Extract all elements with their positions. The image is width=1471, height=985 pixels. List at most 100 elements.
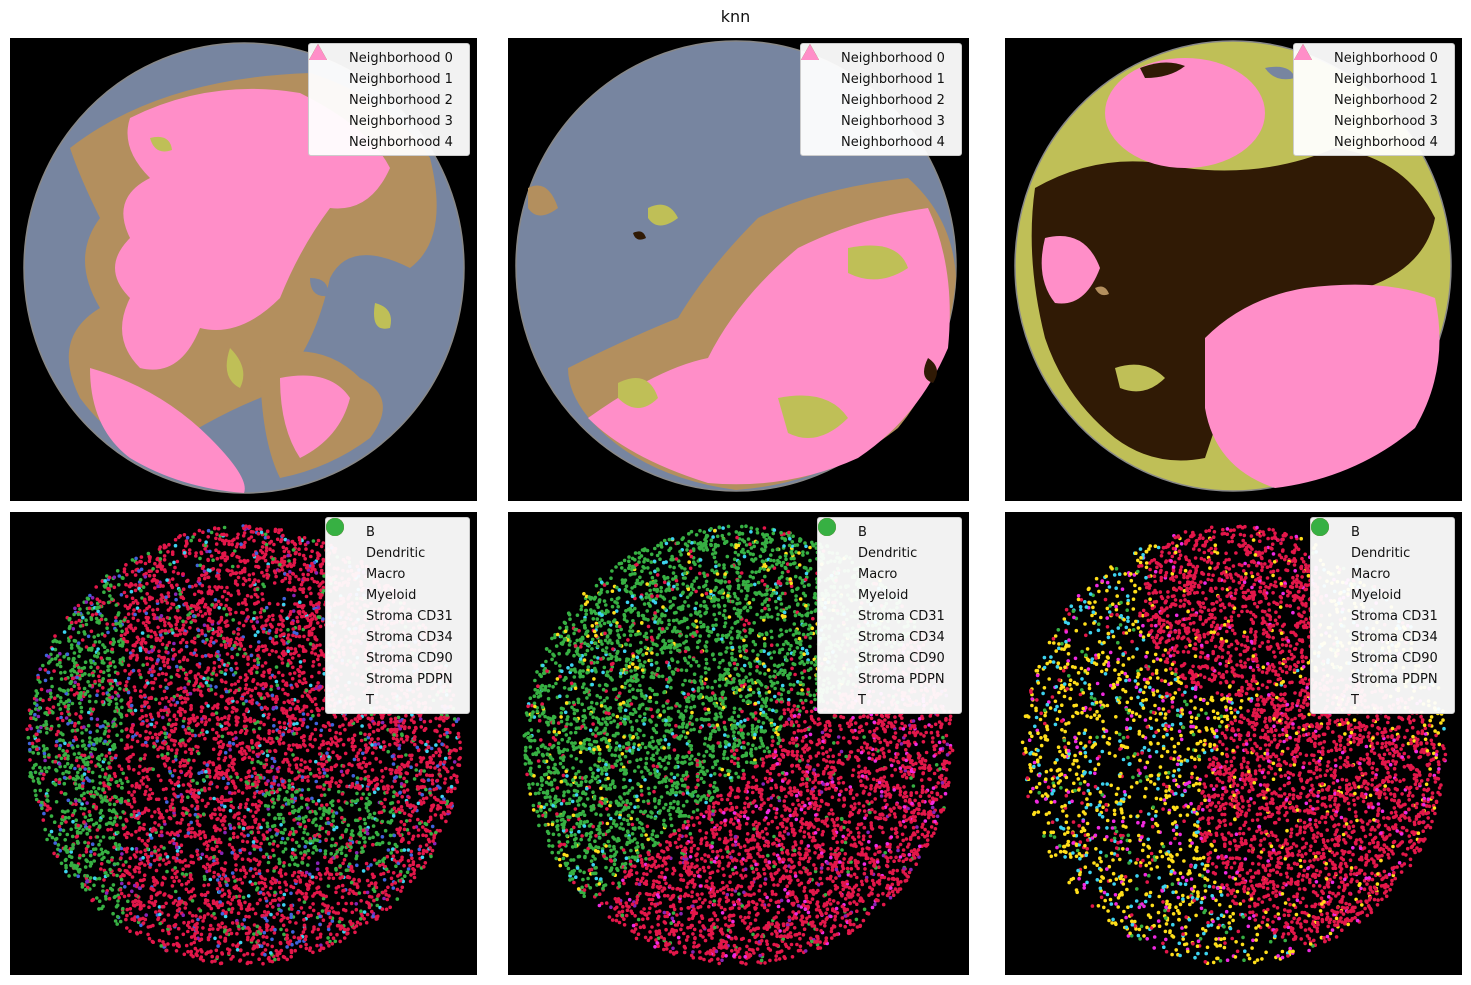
cell-point xyxy=(281,673,285,678)
cell-point xyxy=(126,690,131,695)
cell-point xyxy=(243,686,248,691)
cell-point xyxy=(58,651,62,656)
cell-point xyxy=(222,606,226,611)
cell-point xyxy=(76,776,81,780)
cell-point xyxy=(226,900,230,905)
cell-point xyxy=(92,742,96,747)
cell-point xyxy=(156,848,161,852)
cell-point xyxy=(187,548,192,552)
cell-point xyxy=(77,785,82,790)
cell-point xyxy=(304,839,308,844)
cell-point xyxy=(225,663,230,668)
cell-point xyxy=(299,793,304,798)
cell-point xyxy=(165,855,170,859)
cell-point xyxy=(168,606,173,610)
cell-point xyxy=(386,749,391,754)
cell-point xyxy=(96,633,100,638)
cell-point xyxy=(258,847,263,852)
cell-point xyxy=(211,862,215,867)
cell-point xyxy=(84,618,88,622)
cell-point xyxy=(186,949,190,954)
cell-point xyxy=(333,939,338,944)
cell-point xyxy=(97,842,101,847)
cell-point xyxy=(335,855,339,859)
cell-point xyxy=(137,569,141,573)
cell-point xyxy=(178,764,182,769)
cell-point xyxy=(359,909,363,913)
cell-point xyxy=(413,805,418,809)
cell-point xyxy=(247,902,252,907)
cell-point xyxy=(271,549,275,553)
cell-point xyxy=(271,557,275,561)
cell-point xyxy=(254,845,259,849)
cell-point xyxy=(263,535,268,540)
cell-point xyxy=(184,872,189,877)
cell-point xyxy=(90,596,95,600)
cell-point xyxy=(189,707,193,712)
cell-point xyxy=(357,879,362,883)
cell-point xyxy=(68,765,73,770)
cell-point xyxy=(80,784,85,788)
cell-point xyxy=(35,725,40,730)
cell-point xyxy=(122,894,127,899)
cell-point xyxy=(47,697,52,702)
cell-point xyxy=(294,840,299,845)
cell-point xyxy=(120,785,124,790)
cell-point xyxy=(132,685,137,689)
cell-point xyxy=(317,670,321,675)
cell-point xyxy=(310,875,315,879)
cell-point xyxy=(52,820,57,824)
triangle-marker-icon xyxy=(801,44,831,132)
cell-point xyxy=(400,885,405,890)
cell-point xyxy=(56,702,61,707)
cell-point xyxy=(59,861,64,866)
cell-point xyxy=(278,885,282,890)
cell-point xyxy=(383,744,387,749)
cell-point xyxy=(222,589,227,594)
cell-point xyxy=(272,853,276,858)
cell-point xyxy=(422,719,427,724)
cell-point xyxy=(157,714,161,718)
cell-point xyxy=(81,828,85,832)
cell-point xyxy=(318,932,323,937)
cell-point xyxy=(225,619,229,623)
cell-point xyxy=(145,662,150,666)
cell-point xyxy=(317,552,321,557)
cell-point xyxy=(58,764,62,769)
cell-point xyxy=(111,873,116,877)
cell-point xyxy=(34,689,38,693)
cell-point xyxy=(211,727,215,732)
cell-point xyxy=(186,697,190,701)
cell-point xyxy=(88,835,93,840)
cell-point xyxy=(298,660,303,664)
cell-point xyxy=(58,664,63,669)
cell-point xyxy=(95,896,99,900)
cell-point xyxy=(274,865,279,869)
cell-point xyxy=(266,779,270,783)
cell-point xyxy=(309,591,313,596)
cell-point xyxy=(192,788,197,793)
cell-point xyxy=(173,565,177,570)
cell-point xyxy=(67,815,71,820)
cell-point xyxy=(255,620,260,624)
cell-point xyxy=(237,592,241,596)
cell-point xyxy=(62,781,67,786)
cell-point xyxy=(76,682,81,687)
cell-point xyxy=(243,597,247,602)
cell-point xyxy=(167,640,172,645)
cell-point xyxy=(28,724,32,728)
cell-point xyxy=(115,799,119,804)
cell-point xyxy=(266,535,271,539)
cell-point xyxy=(436,798,440,802)
cell-point xyxy=(250,760,254,765)
cell-point xyxy=(194,799,199,803)
cell-point xyxy=(270,790,274,795)
cell-point xyxy=(178,665,183,670)
cell-point xyxy=(286,553,290,558)
cell-point xyxy=(263,793,268,798)
cell-point xyxy=(290,782,295,786)
cell-point xyxy=(287,728,292,733)
cell-point xyxy=(116,899,120,903)
cell-point xyxy=(328,932,333,936)
cell-point xyxy=(265,928,269,932)
